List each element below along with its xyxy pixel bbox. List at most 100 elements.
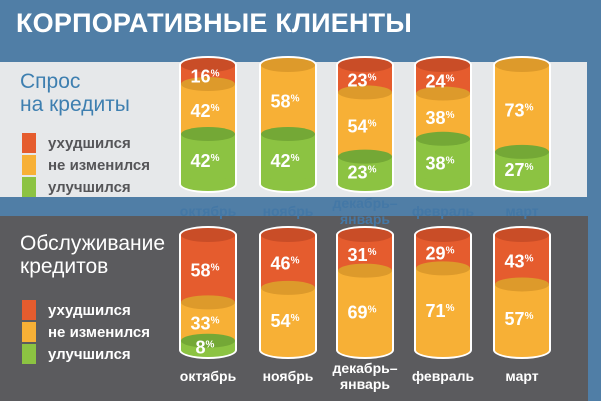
bar-segment xyxy=(261,287,315,350)
section-title-servicing: Обслуживание кредитов xyxy=(20,232,165,278)
data-label: 38% xyxy=(426,108,455,128)
segment-top xyxy=(338,228,392,242)
data-label: 43% xyxy=(505,252,534,272)
tick-label: декабрь– xyxy=(332,360,397,376)
tick-label: октябрь xyxy=(180,368,237,384)
data-label: 42% xyxy=(271,151,300,171)
section-title-line: на кредиты xyxy=(20,93,130,116)
data-label: 24% xyxy=(426,71,455,91)
section-title-demand: Спрос на кредиты xyxy=(20,70,130,116)
bar-segment xyxy=(261,235,315,288)
segment-top xyxy=(181,295,235,310)
tick-label: декабрь– xyxy=(332,195,397,211)
data-label: 69% xyxy=(348,302,377,322)
bar-segment xyxy=(181,235,235,303)
segment-top xyxy=(181,127,235,142)
segment-top xyxy=(181,77,235,92)
segment-top xyxy=(261,228,315,242)
segment-top xyxy=(495,58,549,72)
legend-swatch-improved xyxy=(22,344,36,364)
data-label: 58% xyxy=(271,92,300,112)
legend-swatch-improved xyxy=(22,177,36,197)
segment-top xyxy=(338,58,392,72)
legend-label: не изменился xyxy=(48,324,151,341)
bar-segment xyxy=(261,65,315,135)
segment-top xyxy=(338,263,392,278)
legend-label: ухудшился xyxy=(48,302,131,319)
legend-label: улучшился xyxy=(48,179,131,196)
data-label: 71% xyxy=(426,301,455,321)
cylinder-bottom xyxy=(416,177,470,191)
segment-top xyxy=(181,228,235,242)
segment-top xyxy=(495,144,549,159)
bar-segment xyxy=(181,84,235,135)
data-label: 54% xyxy=(348,117,377,137)
bar-segment xyxy=(495,235,549,285)
section-title-line: Спрос xyxy=(20,70,81,93)
bar-segment xyxy=(495,284,549,350)
cylinder: 31% 69% xyxy=(336,226,394,359)
tick-label: ноябрь xyxy=(263,203,314,219)
data-label: 73% xyxy=(505,100,534,120)
cylinder: 58% 33% 8% xyxy=(179,226,237,359)
segment-top xyxy=(261,58,315,72)
cylinder-bottom xyxy=(338,177,392,191)
data-label: 23% xyxy=(348,71,377,91)
bar-segment xyxy=(416,268,470,350)
segment-top xyxy=(416,58,470,72)
legend-label: улучшился xyxy=(48,346,131,363)
legend-swatch-unchanged xyxy=(22,322,36,342)
data-label: 57% xyxy=(505,309,534,329)
data-label: 38% xyxy=(426,153,455,173)
segment-top xyxy=(181,58,235,72)
legend-swatch-worsened xyxy=(22,300,36,320)
cylinder-bottom xyxy=(416,343,470,357)
segment-top xyxy=(416,131,470,146)
segment-top xyxy=(261,280,315,295)
legend-label: не изменился xyxy=(48,157,151,174)
legend-swatch-worsened xyxy=(22,133,36,153)
data-label: 23% xyxy=(348,162,377,182)
segment-top xyxy=(495,228,549,242)
bar-segment xyxy=(416,138,470,184)
data-label: 46% xyxy=(271,253,300,273)
cylinder-bottom xyxy=(495,177,549,191)
bar-segment xyxy=(338,92,392,157)
cylinder-bottom xyxy=(261,177,315,191)
data-label: 8% xyxy=(196,337,215,357)
bar-segment xyxy=(495,65,549,152)
cylinder: 16% 42% 42% xyxy=(179,56,237,193)
bar-segment xyxy=(338,270,392,350)
tick-label: январь xyxy=(340,376,390,392)
segment-top xyxy=(261,127,315,142)
bar-segment xyxy=(181,134,235,184)
cylinder: 24% 38% 38% xyxy=(414,56,472,193)
section-title-line: Обслуживание xyxy=(20,232,166,255)
cylinder: 23% 54% 23% xyxy=(336,56,394,193)
cylinder: 58% 42% xyxy=(259,56,317,193)
data-label: 29% xyxy=(426,244,455,264)
tick-label: март xyxy=(505,203,538,219)
cylinder-bottom xyxy=(261,343,315,357)
page-title: КОРПОРАТИВНЫЕ КЛИЕНТЫ xyxy=(16,8,412,38)
segment-top xyxy=(181,333,235,348)
tick-label: октябрь xyxy=(180,203,237,219)
segment-top xyxy=(416,228,470,242)
cylinder-bottom xyxy=(495,343,549,357)
segment-top xyxy=(416,261,470,276)
cylinder: 29% 71% xyxy=(414,226,472,359)
data-label: 42% xyxy=(191,151,220,171)
cylinder-bottom xyxy=(181,177,235,191)
data-label: 58% xyxy=(191,261,220,281)
data-label: 27% xyxy=(505,160,534,180)
tick-label: ноябрь xyxy=(263,368,314,384)
data-label: 42% xyxy=(191,101,220,121)
segment-top xyxy=(338,149,392,164)
tick-label: февраль xyxy=(412,203,475,219)
section-title-line: кредитов xyxy=(20,255,109,278)
data-label: 16% xyxy=(191,67,220,87)
legend-label: ухудшился xyxy=(48,135,131,152)
cylinder: 43% 57% xyxy=(493,226,551,359)
segment-top xyxy=(416,86,470,101)
legend-swatch-unchanged xyxy=(22,155,36,175)
